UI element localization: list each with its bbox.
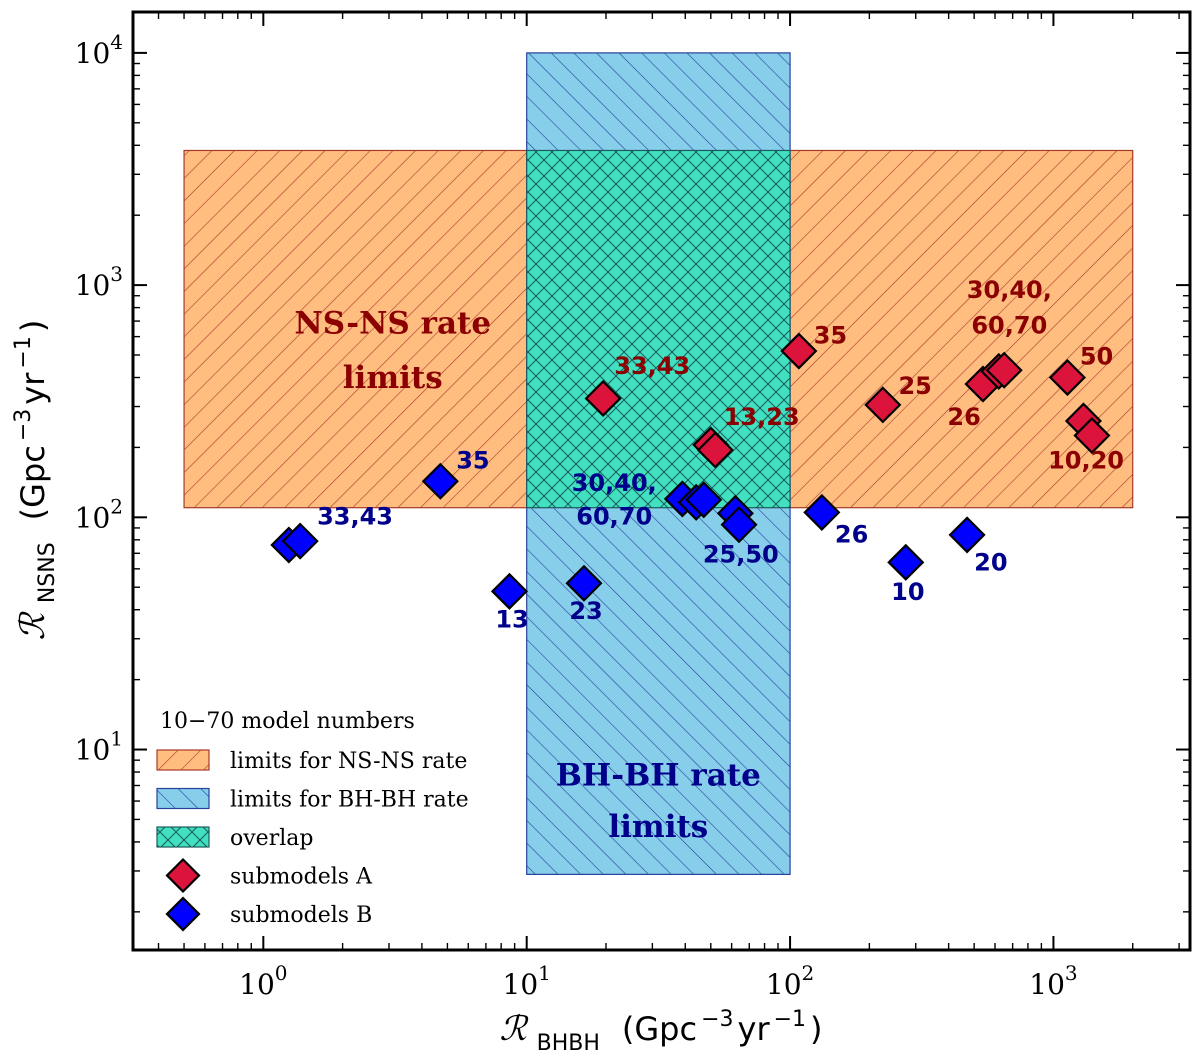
submodel-a-point (985, 351, 1023, 389)
y-axis-subscript: NSNS (35, 542, 60, 603)
data-points (270, 332, 1111, 610)
annotation-b-label: 25,50 (703, 540, 779, 568)
y-tick-label: 101 (75, 727, 123, 767)
x-tick-label: 100 (239, 961, 287, 1001)
legend-marker-markerB (165, 896, 201, 932)
x-tick-label: 101 (503, 961, 551, 1001)
model-annotations: 33,43 13,23 35 25 26 30,40, 60,70 50 10,20 33,43 3… (317, 276, 1124, 634)
submodel-a-point (584, 379, 622, 418)
submodel-b-point (281, 522, 319, 560)
legend-swatch-hatch-overlap (156, 826, 210, 848)
submodel-a-point (1048, 358, 1086, 397)
y-tick-label: 102 (75, 494, 123, 534)
x-axis-units-rest: yr (738, 1010, 771, 1048)
submodel-b-point (803, 493, 841, 531)
y-axis-units: (Gpc (14, 445, 52, 520)
annotation-b-label: 23 (569, 597, 602, 625)
legend-label: limits for BH-BH rate (230, 788, 469, 813)
submodel-b-point (685, 481, 723, 519)
legend-swatch-hatch-nsns (156, 749, 210, 771)
annotation-a-label: 50 (1080, 343, 1113, 371)
y-axis-symbol: ℛ (13, 610, 53, 640)
annotation-a-label: 33,43 (614, 352, 690, 380)
annotation-b-label: 33,43 (317, 503, 393, 531)
annotation-b-label: 60,70 (576, 503, 652, 531)
nsns-region-title-line1: NS-NS rate (294, 305, 491, 341)
legend-header: 10−70 model numbers (160, 709, 415, 734)
x-axis-label: ℛ BHBH (Gpc −3 yr −1 ) (499, 1007, 822, 1056)
bhbh-region-title-line2: limits (608, 809, 708, 845)
y-axis-units-close: ) (14, 320, 52, 332)
rate-limit-regions (183, 52, 1134, 875)
bhbh-region-title-line1: BH-BH rate (556, 758, 761, 794)
submodel-b-point (887, 543, 925, 581)
annotation-a-label: 30,40, (967, 276, 1052, 304)
legend: 10−70 model numbers limits for NS-NS rat… (156, 709, 469, 932)
annotation-b-label: 20 (974, 549, 1007, 577)
annotation-b-label: 35 (456, 447, 489, 475)
x-axis-label-text: ℛ BHBH (Gpc −3 yr −1 ) (499, 1007, 822, 1056)
x-axis-units: (Gpc (622, 1010, 697, 1048)
y-axis-units-rest: yr (14, 372, 52, 405)
submodel-a-point (864, 386, 902, 424)
annotation-a-label: 25 (898, 372, 931, 400)
annotation-a-label: 60,70 (971, 311, 1047, 339)
x-axis-subscript: BHBH (537, 1031, 600, 1056)
y-axis-label-text: ℛ NSNS (Gpc −3 yr −1 ) (11, 320, 60, 641)
x-axis-symbol: ℛ (499, 1009, 529, 1049)
x-axis-units-exp: −3 (701, 1007, 733, 1032)
x-axis-units-close: ) (810, 1010, 822, 1048)
annotation-a-label: 26 (947, 403, 980, 431)
legend-label: overlap (230, 826, 313, 851)
x-tick-label: 103 (1029, 961, 1077, 1001)
submodel-a-point (780, 332, 818, 370)
annotation-b-label: 10 (891, 578, 924, 606)
annotation-b-label: 13 (495, 606, 528, 634)
submodel-a-point (696, 431, 734, 469)
annotation-a-label: 35 (814, 322, 847, 350)
y-axis-units-exp: −3 (11, 409, 36, 441)
legend-swatch-hatch-bhbh (156, 787, 210, 810)
x-tick-label: 102 (766, 961, 814, 1001)
annotation-b-label: 26 (835, 520, 868, 548)
legend-label: limits for NS-NS rate (230, 749, 467, 774)
plot-frame (131, 10, 1192, 952)
y-tick-label: 103 (75, 262, 123, 302)
submodel-b-point (720, 506, 758, 544)
overlap-region-hatch (526, 149, 791, 509)
y-axis-label: ℛ NSNS (Gpc −3 yr −1 ) (11, 320, 60, 641)
y-tick-label: 104 (75, 30, 123, 70)
submodel-b-point (948, 516, 986, 554)
legend-label: submodels B (230, 903, 372, 928)
region-titles: NS-NS rate limits BH-BH rate limits (294, 305, 760, 845)
nsns-region-title-line2: limits (343, 360, 443, 396)
x-axis-units-exp2: −1 (774, 1007, 806, 1032)
y-axis-units-exp2: −1 (11, 336, 36, 368)
submodel-a-point (1073, 416, 1111, 455)
annotation-a-label: 13,23 (724, 403, 800, 431)
legend-label: submodels A (230, 865, 373, 890)
submodel-b-point (565, 564, 603, 602)
annotation-a-label: 10,20 (1048, 447, 1124, 475)
annotation-b-label: 30,40, (572, 469, 657, 497)
submodel-b-point (490, 572, 529, 610)
submodel-b-point (421, 462, 459, 500)
legend-marker-markerA (165, 857, 201, 894)
